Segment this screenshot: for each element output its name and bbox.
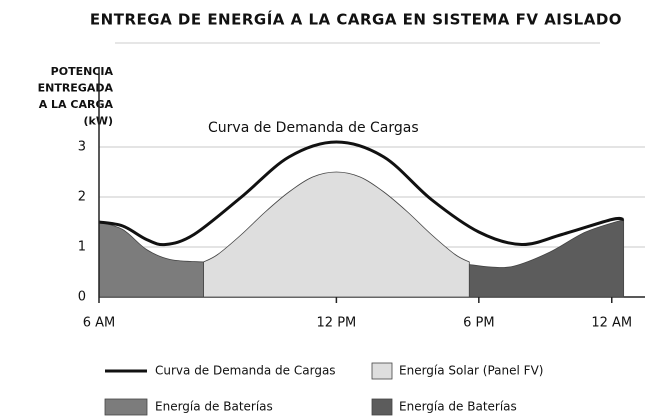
area [468,218,625,298]
y-axis-label: A LA CARGA [39,98,114,111]
legend-label: Energía de Baterías [155,400,273,414]
legend-label: Energía de Baterías [399,400,517,414]
line [98,140,624,247]
legend-swatch [371,398,393,416]
y-axis-label: (kW) [83,115,113,128]
legend-swatch [104,398,148,416]
y-tick-label: 3 [78,140,86,155]
y-tick-label: 0 [78,290,86,305]
x-tick-label: 6 PM [463,316,494,331]
legend-label: Curva de Demanda de Cargas [155,364,336,378]
y-axis-label: POTENCIA [51,65,114,78]
area [98,221,204,298]
legend-swatch [371,362,393,380]
x-tick-label: 12 PM [317,316,357,331]
y-tick-label: 1 [78,240,86,255]
y-axis-label: ENTREGADA [38,82,114,95]
y-tick-label: 2 [78,190,86,205]
x-tick-label: 12 AM [591,316,632,331]
legend-label: Energía Solar (Panel FV) [399,364,543,378]
chart-title: ENTREGA DE ENERGÍA A LA CARGA EN SISTEMA… [90,10,622,29]
area [203,171,470,298]
annotation: Curva de Demanda de Cargas [208,120,419,136]
x-tick-label: 6 AM [83,316,116,331]
